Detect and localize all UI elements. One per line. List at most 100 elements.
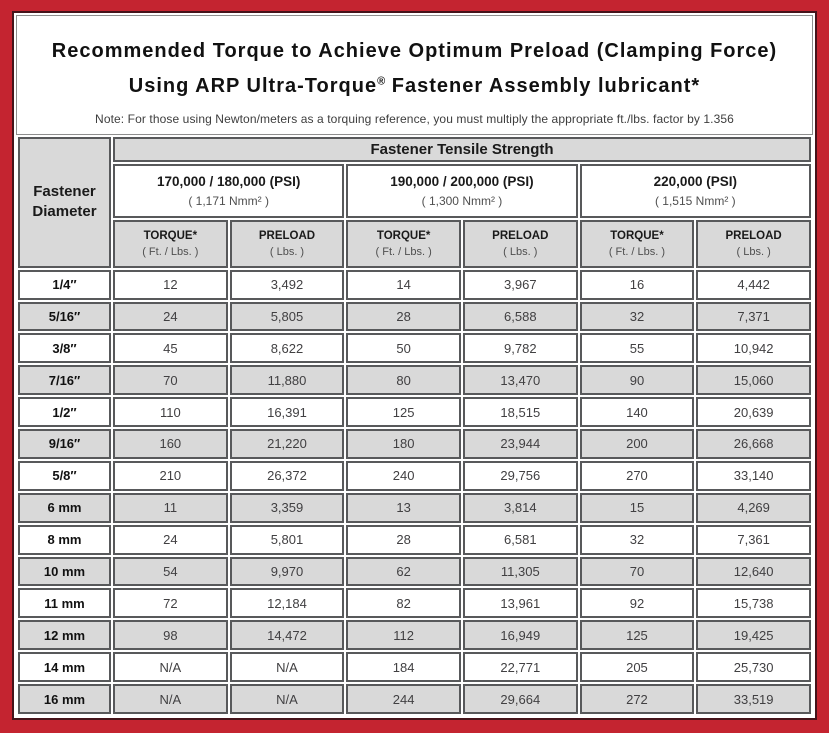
psi-header-cell: 220,000 (PSI) ( 1,515 Nmm² ) xyxy=(579,163,811,218)
preload-value-cell: 14,472 xyxy=(229,620,345,651)
preload-value-cell: 29,664 xyxy=(462,684,578,714)
preload-value-cell: N/A xyxy=(229,684,345,714)
preload-value-cell: 26,668 xyxy=(696,429,811,459)
preload-value-cell: 10,942 xyxy=(696,333,811,364)
preload-value-cell: 16,949 xyxy=(462,620,578,651)
table-row: 6 mm 11 3,359 13 3,814 15 4,269 xyxy=(18,492,811,523)
table-row: 10 mm 54 9,970 62 11,305 70 12,640 xyxy=(18,556,811,587)
subheader-label: TORQUE* xyxy=(610,229,664,242)
nmm-rating-label: ( 1,515 Nmm² ) xyxy=(654,193,736,208)
torque-value-cell: 270 xyxy=(579,460,695,491)
preload-value-cell: 9,970 xyxy=(229,556,345,587)
nmm-rating-label: ( 1,300 Nmm² ) xyxy=(421,193,503,208)
preload-value-cell: 23,944 xyxy=(462,429,578,459)
preload-value-cell: 13,470 xyxy=(462,365,578,396)
title-box: Recommended Torque to Achieve Optimum Pr… xyxy=(16,15,813,135)
torque-value-cell: 72 xyxy=(113,588,228,619)
table-row: 1/4″ 12 3,492 14 3,967 16 4,442 xyxy=(18,269,811,300)
psi-rating-label: 190,000 / 200,000 (PSI) xyxy=(390,173,534,189)
preload-value-cell: 8,622 xyxy=(229,333,345,364)
fastener-diameter-header: Fastener Diameter xyxy=(18,136,111,268)
nmm-rating-label: ( 1,171 Nmm² ) xyxy=(188,193,269,208)
torque-value-cell: 244 xyxy=(346,684,461,714)
torque-value-cell: N/A xyxy=(113,652,228,683)
torque-value-cell: 82 xyxy=(346,588,461,619)
torque-value-cell: 160 xyxy=(113,429,228,459)
preload-value-cell: 15,060 xyxy=(696,365,811,396)
torque-value-cell: 180 xyxy=(346,429,461,459)
page-title: Recommended Torque to Achieve Optimum Pr… xyxy=(25,36,804,101)
torque-value-cell: 80 xyxy=(346,365,461,396)
torque-value-cell: 205 xyxy=(579,652,695,683)
fastener-diameter-cell: 7/16″ xyxy=(18,365,111,396)
preload-value-cell: 18,515 xyxy=(462,397,578,428)
torque-value-cell: 54 xyxy=(113,556,228,587)
torque-subheader-cell: TORQUE* ( Ft. / Lbs. ) xyxy=(579,219,695,268)
preload-value-cell: 7,371 xyxy=(696,301,811,332)
torque-value-cell: 184 xyxy=(346,652,461,683)
torque-value-cell: 11 xyxy=(113,492,228,523)
torque-value-cell: 28 xyxy=(346,301,461,332)
torque-value-cell: 70 xyxy=(113,365,228,396)
table-row: 11 mm 72 12,184 82 13,961 92 15,738 xyxy=(18,588,811,619)
torque-value-cell: 70 xyxy=(579,556,695,587)
title-line-2-suffix: Fastener Assembly lubricant* xyxy=(385,74,701,97)
subheader-label: PRELOAD xyxy=(492,229,549,242)
psi-rating-label: 170,000 / 180,000 (PSI) xyxy=(156,173,301,189)
preload-value-cell: 9,782 xyxy=(462,333,578,364)
preload-subheader-cell: PRELOAD ( Lbs. ) xyxy=(229,219,345,268)
preload-value-cell: 7,361 xyxy=(696,524,811,555)
torque-subheader-cell: TORQUE* ( Ft. / Lbs. ) xyxy=(346,219,461,268)
preload-value-cell: 21,220 xyxy=(229,429,345,459)
preload-subheader-cell: PRELOAD ( Lbs. ) xyxy=(696,219,811,268)
preload-value-cell: 6,588 xyxy=(462,301,578,332)
torque-value-cell: 98 xyxy=(113,620,228,651)
torque-value-cell: 112 xyxy=(346,620,461,651)
preload-value-cell: 25,730 xyxy=(696,652,811,683)
subheader-row: TORQUE* ( Ft. / Lbs. ) PRELOAD ( Lbs. ) TORQ… xyxy=(18,219,811,268)
preload-value-cell: 5,805 xyxy=(229,301,345,332)
preload-value-cell: 3,359 xyxy=(229,492,345,523)
subheader-label: PRELOAD xyxy=(258,229,316,242)
registered-trademark-symbol: ® xyxy=(377,75,386,87)
preload-value-cell: 20,639 xyxy=(696,397,811,428)
title-line-1: Recommended Torque to Achieve Optimum Pr… xyxy=(51,40,778,62)
fastener-diameter-cell: 6 mm xyxy=(18,492,111,523)
subheader-unit: ( Ft. / Lbs. ) xyxy=(375,245,432,258)
subheader-label: PRELOAD xyxy=(725,229,782,242)
preload-value-cell: 33,140 xyxy=(696,460,811,491)
torque-value-cell: 140 xyxy=(579,397,695,428)
preload-value-cell: 3,967 xyxy=(462,269,578,300)
psi-header-row: 170,000 / 180,000 (PSI) ( 1,171 Nmm² ) 190… xyxy=(18,163,811,218)
table-row: 14 mm N/A N/A 184 22,771 205 25,730 xyxy=(18,652,811,683)
preload-subheader-cell: PRELOAD ( Lbs. ) xyxy=(462,219,578,268)
torque-table: Fastener Diameter Fastener Tensile Stren… xyxy=(16,134,813,716)
torque-value-cell: 32 xyxy=(579,301,695,332)
torque-value-cell: 28 xyxy=(346,524,461,555)
psi-rating-label: 220,000 (PSI) xyxy=(653,173,737,189)
torque-value-cell: 24 xyxy=(113,524,228,555)
torque-value-cell: 200 xyxy=(579,429,695,459)
subheader-unit: ( Lbs. ) xyxy=(269,245,305,258)
torque-subheader-cell: TORQUE* ( Ft. / Lbs. ) xyxy=(113,219,228,268)
fastener-diameter-cell: 3/8″ xyxy=(18,333,111,364)
psi-header-cell: 190,000 / 200,000 (PSI) ( 1,300 Nmm² ) xyxy=(346,163,578,218)
fastener-diameter-cell: 14 mm xyxy=(18,652,111,683)
preload-value-cell: 13,961 xyxy=(462,588,578,619)
preload-value-cell: 22,771 xyxy=(462,652,578,683)
torque-value-cell: 50 xyxy=(346,333,461,364)
preload-value-cell: 29,756 xyxy=(462,460,578,491)
tensile-strength-header: Fastener Tensile Strength xyxy=(113,136,811,162)
torque-value-cell: 110 xyxy=(113,397,228,428)
table-row: 16 mm N/A N/A 244 29,664 272 33,519 xyxy=(18,684,811,714)
preload-value-cell: 4,269 xyxy=(696,492,811,523)
torque-value-cell: 272 xyxy=(579,684,695,714)
psi-header-cell: 170,000 / 180,000 (PSI) ( 1,171 Nmm² ) xyxy=(113,163,345,218)
preload-value-cell: 6,581 xyxy=(462,524,578,555)
torque-value-cell: 15 xyxy=(579,492,695,523)
fastener-diameter-cell: 16 mm xyxy=(18,684,111,714)
preload-value-cell: 33,519 xyxy=(696,684,811,714)
fastener-diameter-cell: 5/8″ xyxy=(18,460,111,491)
inner-frame: Recommended Torque to Achieve Optimum Pr… xyxy=(12,11,817,720)
